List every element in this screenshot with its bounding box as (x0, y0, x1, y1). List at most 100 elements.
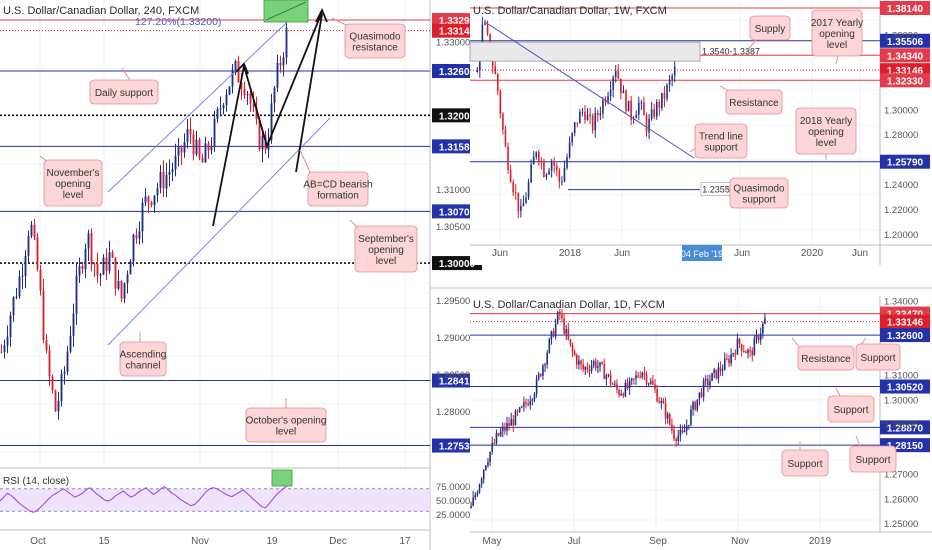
daily-candle-body (542, 365, 544, 376)
h4-price-tick: 1.28000 (436, 407, 470, 418)
weekly-x-tick: 2018 (559, 248, 582, 259)
daily-candle-body (698, 392, 701, 400)
h4-candle-body (69, 335, 72, 352)
h4-candle-body (204, 143, 207, 163)
h4-candle-body (96, 264, 99, 276)
weekly-price-tag-label: 1.33146 (887, 66, 924, 77)
daily-candle-body (679, 429, 682, 436)
daily-title: U.S. Dollar/Canadian Dollar, 1D, FXCM (473, 299, 665, 311)
weekly-candle-body (650, 109, 653, 119)
weekly-note-box (811, 9, 863, 57)
h4-candle-body (189, 129, 192, 135)
h4-note-text: resistance (352, 43, 398, 54)
h4-candle-body (93, 263, 96, 265)
h4-candle-body (15, 296, 18, 298)
weekly-candle-body (484, 23, 486, 25)
daily-candle-body (702, 380, 705, 397)
daily-candle-body (762, 323, 764, 334)
weekly-candle-body (666, 84, 668, 99)
h4-candle-body (36, 237, 39, 270)
weekly-price-tick: 1.30000 (884, 105, 918, 116)
daily-candle-body (559, 311, 561, 315)
daily-candle-body (580, 360, 582, 365)
daily-panel: 1.334701.331461.326001.305201.288701.281… (430, 287, 932, 550)
weekly-candle-body (486, 23, 489, 34)
h4-candle-body (252, 103, 255, 108)
h4-candle-body (153, 195, 156, 206)
weekly-candle-body (604, 100, 607, 103)
daily-price-tick: 1.31000 (884, 371, 918, 382)
weekly-candle-body (561, 181, 563, 183)
daily-candle-body (501, 427, 504, 432)
weekly-candle-body (527, 181, 530, 198)
daily-candle-body (683, 430, 686, 433)
daily-price-tick: 1.26000 (884, 494, 918, 505)
daily-candle-body (584, 367, 587, 370)
weekly-candle-body (620, 78, 622, 94)
daily-candle-body (611, 383, 614, 385)
h4-price-tag (432, 64, 482, 79)
daily-candle-body (540, 374, 542, 376)
h4-candle-body (54, 390, 57, 412)
h4-price-tag (432, 204, 482, 219)
weekly-candle-body (581, 111, 584, 113)
rsi-tick: 25.0000 (436, 510, 470, 521)
weekly-candle-body (509, 169, 512, 182)
h4-candle-body (159, 172, 162, 189)
h4-x-tick: 17 (399, 536, 411, 547)
daily-note-box (781, 449, 829, 477)
h4-candle-body (63, 371, 66, 374)
h4-note-text: level (63, 190, 84, 201)
weekly-x-tick: Jun (492, 248, 508, 259)
h4-candle-body (66, 351, 69, 372)
daily-candle-body (624, 382, 627, 397)
daily-candle-body (573, 351, 576, 356)
daily-candle-body (747, 350, 749, 354)
weekly-price-tag (880, 48, 930, 63)
h4-candle-body (9, 315, 12, 337)
weekly-note-text: support (742, 195, 776, 206)
daily-price-tag-label: 1.33146 (887, 318, 924, 329)
daily-candle-body (601, 362, 603, 364)
daily-price-tag (880, 420, 930, 435)
weekly-candle-body (640, 102, 643, 104)
daily-candle-body (622, 393, 625, 397)
daily-candle-body (561, 314, 563, 318)
weekly-note-text: level (827, 40, 848, 51)
daily-candle-body (487, 462, 489, 466)
h4-price-tag (432, 139, 482, 154)
daily-candle-body (730, 354, 732, 364)
h4-candle-body (3, 345, 6, 352)
daily-candle-body (472, 497, 474, 506)
weekly-x-tick: 2020 (801, 248, 824, 259)
daily-candle-body (759, 333, 762, 341)
h4-candle-body (144, 196, 147, 203)
h4-candle-body (81, 265, 84, 270)
h4-note-text: Quasimodo (349, 32, 401, 43)
h4-candle-body (231, 69, 234, 87)
h4-price-tag (432, 256, 482, 271)
daily-candle-body (757, 335, 760, 341)
daily-callout-line (855, 435, 861, 447)
h4-note-box (307, 171, 369, 207)
h4-note-text: AB=CD bearish (303, 180, 372, 191)
daily-candle-body (599, 362, 601, 367)
weekly-candle-body (481, 24, 484, 57)
daily-price-tag (880, 314, 930, 329)
daily-candle-body (518, 407, 521, 412)
daily-note-text: Resistance (801, 354, 851, 365)
daily-candle-body (669, 414, 671, 425)
daily-candle-body (641, 372, 644, 378)
rsi-line (0, 484, 289, 513)
weekly-note-text: Trend line (699, 132, 744, 143)
daily-candle-body (652, 381, 654, 385)
daily-candle-body (508, 423, 510, 426)
h4-candle-body (138, 231, 141, 239)
h4-candle-body (249, 93, 252, 104)
weekly-candle-body (512, 181, 514, 193)
daily-candle-body (719, 367, 722, 371)
daily-candle-body (647, 383, 650, 385)
h4-price-tick: 1.33000 (436, 37, 470, 48)
h4-candle-body (285, 27, 288, 58)
